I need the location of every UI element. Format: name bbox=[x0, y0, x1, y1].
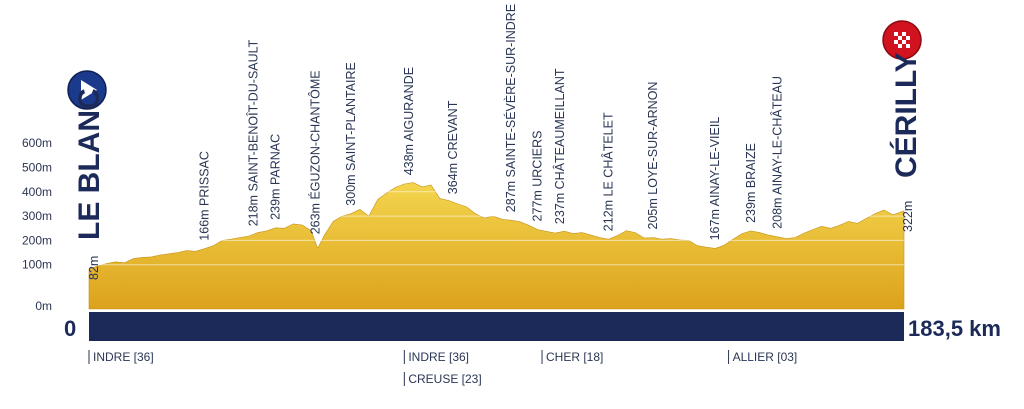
town-label: 364m CREVANT bbox=[446, 100, 460, 194]
distance-baseline bbox=[89, 312, 904, 341]
department-label: ALLIER [03] bbox=[733, 350, 798, 364]
distance-start: 0 bbox=[64, 316, 76, 341]
y-tick-label: 300m bbox=[22, 209, 52, 223]
department-label: CREUSE [23] bbox=[408, 372, 481, 386]
y-tick-label: 500m bbox=[22, 161, 52, 175]
town-label: 166m PRISSAC bbox=[198, 151, 212, 241]
department-label: INDRE [36] bbox=[408, 350, 469, 364]
start-marker bbox=[67, 70, 107, 110]
y-tick-label: 400m bbox=[22, 185, 52, 199]
finish-town: CÉRILLY bbox=[889, 52, 923, 178]
finish-marker bbox=[882, 20, 922, 60]
town-label: 239m BRAIZE bbox=[744, 143, 758, 223]
y-tick-label: 100m bbox=[22, 258, 52, 272]
town-label: 167m AINAY-LE-VIEIL bbox=[708, 117, 722, 241]
town-label: 300m SAINT-PLANTAIRE bbox=[344, 62, 358, 206]
finish-altitude: 322m bbox=[901, 201, 915, 232]
town-label: 287m SAINTE-SÉVÈRE-SUR-INDRE bbox=[503, 4, 518, 212]
town-label: 438m AIGURANDE bbox=[402, 67, 416, 175]
town-label: 218m SAINT-BENOÎT-DU-SAULT bbox=[245, 39, 260, 226]
town-label: 239m PARNAC bbox=[269, 134, 283, 220]
town-label: 208m AINAY-LE-CHÂTEAU bbox=[769, 76, 784, 229]
town-label: 277m URCIERS bbox=[531, 131, 545, 222]
town-label: 263m ÉGUZON-CHANTÔME bbox=[308, 70, 323, 234]
department-label: INDRE [36] bbox=[93, 350, 154, 364]
elevation-area bbox=[88, 182, 905, 310]
town-label: 237m CHÂTEAUMEILLANT bbox=[552, 68, 567, 224]
start-town: LE BLANC bbox=[73, 88, 106, 240]
distance-end: 183,5 km bbox=[908, 316, 1001, 341]
start-altitude: 82m bbox=[87, 256, 101, 280]
y-tick-label: 0m bbox=[35, 299, 52, 313]
department-label: CHER [18] bbox=[546, 350, 603, 364]
y-tick-label: 200m bbox=[22, 233, 52, 247]
town-label: 212m LE CHÂTELET bbox=[601, 112, 616, 231]
town-label: 205m LOYE-SUR-ARNON bbox=[646, 82, 660, 230]
y-tick-label: 600m bbox=[22, 136, 52, 150]
